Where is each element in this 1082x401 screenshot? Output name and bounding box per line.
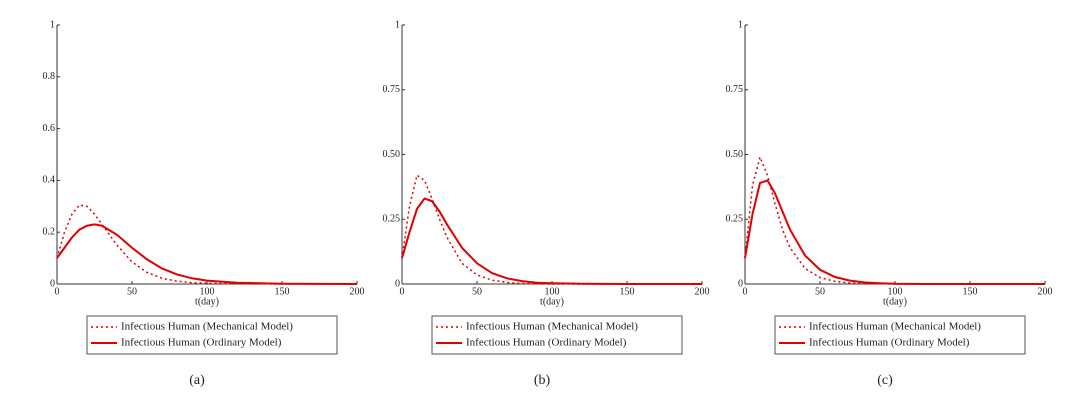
y-tick-label: 0.25: [383, 214, 401, 225]
x-tick-label: 150: [963, 286, 978, 297]
y-tick-label: 0.2: [43, 226, 56, 237]
y-tick-label: 0.8: [43, 71, 56, 82]
legend-label: Infectious Human (Mechanical Model): [121, 321, 293, 333]
y-tick-label: 0.25: [726, 214, 744, 225]
legend-label: Infectious Human (Mechanical Model): [809, 321, 981, 333]
y-tick-label: 0.6: [43, 123, 56, 134]
x-tick-label: 50: [815, 286, 825, 297]
y-tick-label: 1: [738, 19, 743, 30]
x-tick-label: 200: [1038, 286, 1053, 297]
y-tick-label: 0.50: [383, 149, 401, 160]
caption: (a): [189, 373, 205, 388]
x-tick-label: 200: [350, 286, 365, 297]
legend-label: Infectious Human (Ordinary Model): [466, 337, 627, 349]
series-line: [56, 204, 357, 285]
x-tick-label: 100: [545, 286, 560, 297]
legend-box: [86, 315, 338, 355]
caption: (c): [877, 373, 893, 388]
legend-label: Infectious Human (Ordinary Model): [121, 337, 282, 349]
series-line: [401, 197, 702, 285]
x-tick-label: 150: [620, 286, 635, 297]
y-tick-label: 0: [738, 278, 743, 289]
x-axis-label: t(day): [540, 296, 564, 307]
x-tick-label: 0: [400, 286, 405, 297]
x-tick-label: 100: [200, 286, 215, 297]
legend-box: [431, 315, 683, 355]
y-tick-label: 0.75: [383, 84, 401, 95]
x-axis-label: t(day): [195, 296, 219, 307]
y-tick-label: 0.75: [726, 84, 744, 95]
y-tick-label: 0: [395, 278, 400, 289]
legend-box: [774, 315, 1026, 355]
y-tick-label: 1: [395, 19, 400, 30]
x-tick-label: 0: [55, 286, 60, 297]
series-line: [56, 223, 358, 285]
x-tick-label: 200: [695, 286, 710, 297]
series-line: [401, 173, 702, 285]
series-line: [744, 154, 1045, 285]
x-tick-label: 50: [127, 286, 137, 297]
x-tick-label: 0: [743, 286, 748, 297]
y-tick-label: 0: [50, 278, 55, 289]
x-tick-label: 100: [888, 286, 903, 297]
legend-label: Infectious Human (Mechanical Model): [466, 321, 638, 333]
legend-label: Infectious Human (Ordinary Model): [809, 337, 970, 349]
x-tick-label: 150: [275, 286, 290, 297]
y-tick-label: 1: [50, 19, 55, 30]
y-tick-label: 0.50: [726, 149, 744, 160]
x-axis-label: t(day): [883, 296, 907, 307]
series-line: [744, 179, 1045, 285]
caption: (b): [534, 373, 551, 388]
y-tick-label: 0.4: [43, 175, 56, 186]
x-tick-label: 50: [472, 286, 482, 297]
